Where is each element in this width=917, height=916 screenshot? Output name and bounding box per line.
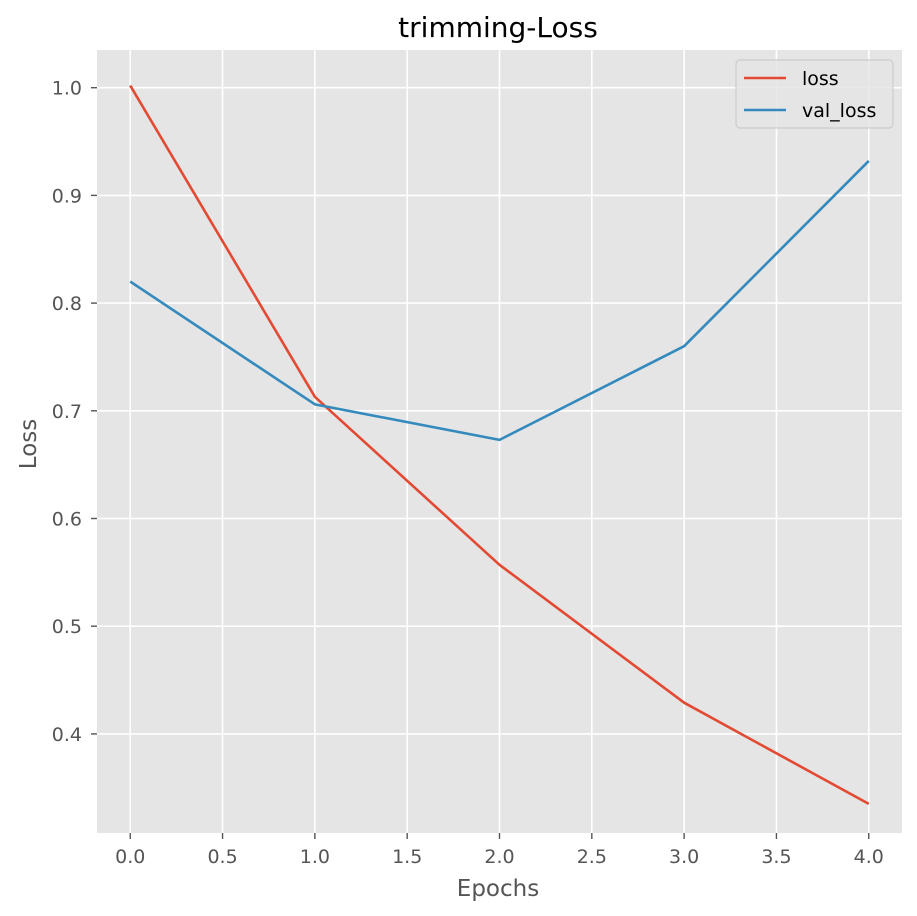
y-axis-label: Loss xyxy=(16,419,42,469)
y-tick-label: 0.5 xyxy=(52,616,82,638)
y-axis-ticks: 0.4 0.5 0.6 0.7 0.8 0.9 1.0 xyxy=(52,78,97,746)
series-group xyxy=(129,84,870,806)
x-axis-label: Epochs xyxy=(457,876,539,902)
plot-area xyxy=(97,50,902,833)
series-line-val-loss xyxy=(129,160,870,442)
x-tick-label: 2.5 xyxy=(577,846,607,868)
x-tick-label: 0.5 xyxy=(207,846,237,868)
series-line-loss xyxy=(129,84,870,806)
y-tick-label: 0.6 xyxy=(52,509,82,531)
x-tick-label: 3.0 xyxy=(669,846,699,868)
x-tick-label: 3.5 xyxy=(761,846,791,868)
grid xyxy=(97,50,902,833)
legend-label: loss xyxy=(802,68,839,90)
x-tick-label: 1.5 xyxy=(392,846,422,868)
x-axis-ticks: 0.0 0.5 1.0 1.5 2.0 2.5 3.0 3.5 4.0 xyxy=(115,833,884,868)
y-tick-label: 0.7 xyxy=(52,401,82,423)
y-tick-label: 0.9 xyxy=(52,185,82,207)
chart-title: trimming-Loss xyxy=(398,11,598,44)
legend: loss val_loss xyxy=(735,59,894,129)
x-tick-label: 1.0 xyxy=(300,846,330,868)
y-tick-label: 0.8 xyxy=(52,293,82,315)
y-tick-label: 0.4 xyxy=(52,724,82,746)
legend-label: val_loss xyxy=(802,100,876,122)
x-tick-label: 2.0 xyxy=(484,846,514,868)
y-tick-label: 1.0 xyxy=(52,78,82,100)
x-tick-label: 0.0 xyxy=(115,846,145,868)
x-tick-label: 4.0 xyxy=(854,846,884,868)
